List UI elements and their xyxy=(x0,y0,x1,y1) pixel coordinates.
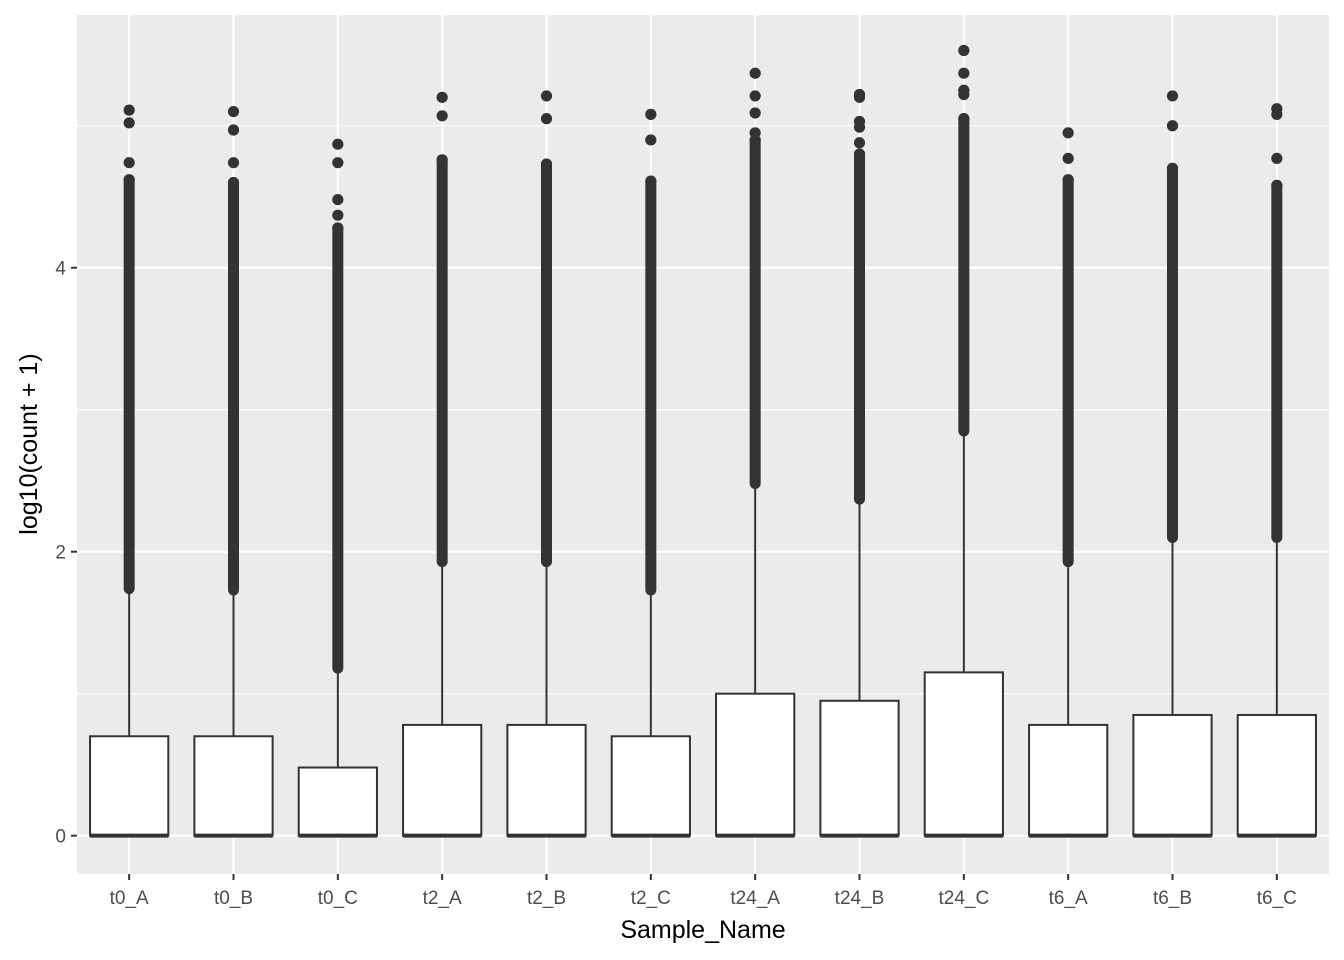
outlier-point xyxy=(853,148,866,160)
x-tick-label: t24_C xyxy=(938,888,989,909)
x-tick-label: t24_B xyxy=(835,888,885,909)
x-tick-label: t6_A xyxy=(1049,888,1088,909)
outlier-point xyxy=(540,113,553,125)
box-iqr xyxy=(715,692,796,837)
outlier-point xyxy=(227,176,240,189)
box-iqr xyxy=(610,735,691,837)
outlier-point xyxy=(227,124,240,136)
y-tick-label: 4 xyxy=(55,259,66,280)
box-iqr xyxy=(923,671,1004,837)
outlier-point xyxy=(853,88,866,101)
box-iqr xyxy=(1028,723,1109,837)
y-tick-label: 2 xyxy=(55,543,66,564)
outlier-point xyxy=(749,67,761,79)
outlier-point xyxy=(958,44,970,57)
box-t2_B xyxy=(506,90,587,838)
outlier-point xyxy=(123,157,135,169)
outlier-point xyxy=(436,91,448,103)
minor-grid xyxy=(77,125,1329,695)
box-iqr xyxy=(1132,713,1213,837)
y-axis-title: log10(count + 1) xyxy=(15,353,43,534)
outlier-point xyxy=(1166,162,1179,174)
box-iqr xyxy=(1236,713,1317,837)
outlier-point xyxy=(958,84,970,96)
outlier-point xyxy=(540,90,553,102)
box-t6_A xyxy=(1028,127,1109,838)
plot-panel xyxy=(77,15,1329,874)
box-iqr xyxy=(819,699,900,837)
outlier-point xyxy=(332,157,344,169)
box-t24_C xyxy=(923,44,1004,838)
outlier-point xyxy=(1062,152,1074,165)
x-tick-label: t0_B xyxy=(214,888,253,909)
box-iqr xyxy=(297,766,378,837)
outlier-point xyxy=(227,157,240,169)
outlier-point xyxy=(1062,127,1074,139)
outlier-point xyxy=(1166,90,1179,102)
outlier-point xyxy=(749,107,761,119)
x-tick-label: t2_A xyxy=(423,888,462,909)
outlier-point xyxy=(1062,174,1074,186)
outlier-point xyxy=(749,127,761,139)
outlier-point xyxy=(1271,152,1283,165)
outlier-point xyxy=(540,158,553,170)
outlier-point xyxy=(645,175,657,187)
x-tick-label: t6_C xyxy=(1257,888,1297,909)
outlier-point xyxy=(645,108,657,120)
x-axis-title: Sample_Name xyxy=(620,916,785,944)
box-t2_A xyxy=(402,91,483,838)
outlier-point xyxy=(853,137,866,149)
outlier-point xyxy=(227,105,240,118)
box-t6_B xyxy=(1132,90,1213,838)
outlier-point xyxy=(123,174,135,186)
outlier-point xyxy=(332,209,344,221)
box-t24_A xyxy=(715,67,796,838)
box-iqr xyxy=(193,735,274,837)
outlier-point xyxy=(1166,120,1179,132)
outlier-point xyxy=(1271,179,1283,191)
x-tick-label: t0_C xyxy=(318,888,358,909)
x-axis: t0_A t0_B t0_C t2_A t2_B t2_C t24_A t24_B t24_C t… xyxy=(110,874,1297,909)
outlier-point xyxy=(123,117,135,129)
outlier-point xyxy=(645,134,657,146)
outlier-point xyxy=(749,90,761,102)
box-t24_B xyxy=(819,88,900,838)
x-tick-label: t2_B xyxy=(527,888,566,909)
outlier-point xyxy=(332,138,344,150)
outlier-point xyxy=(332,193,344,206)
box-iqr xyxy=(89,735,170,837)
x-tick-label: t2_C xyxy=(631,888,671,909)
outlier-point xyxy=(853,115,866,128)
box-series xyxy=(89,44,1317,838)
box-iqr xyxy=(506,723,587,837)
y-tick-label: 0 xyxy=(55,827,66,848)
outlier-point xyxy=(436,110,448,122)
x-tick-label: t24_A xyxy=(730,888,780,909)
outlier-point xyxy=(958,113,970,125)
box-iqr xyxy=(402,723,483,837)
outlier-point xyxy=(332,222,344,234)
x-tick-label: t0_A xyxy=(110,888,149,909)
x-tick-label: t6_B xyxy=(1153,888,1192,909)
outlier-point xyxy=(436,154,448,166)
outlier-point xyxy=(123,104,135,116)
outlier-point xyxy=(958,67,970,79)
outlier-point xyxy=(1271,103,1283,115)
box-t0_C xyxy=(297,138,378,838)
box-t0_B xyxy=(193,105,274,838)
box-t6_C xyxy=(1236,103,1317,838)
box-t2_C xyxy=(610,108,691,838)
y-axis: 0 2 4 xyxy=(55,259,77,848)
box-t0_A xyxy=(89,104,170,838)
